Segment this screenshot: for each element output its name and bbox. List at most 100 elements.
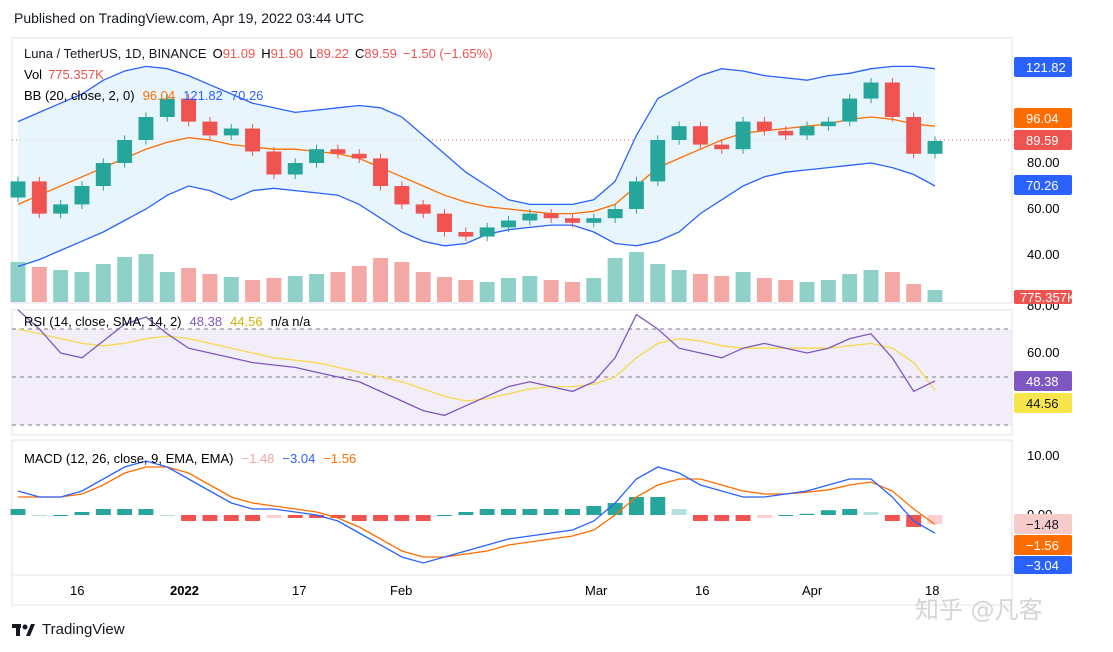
volume-bar: [586, 278, 602, 302]
time-axis[interactable]: [11, 574, 1013, 606]
volume-bar: [415, 272, 431, 302]
candle-body: [117, 140, 133, 163]
badge-volume: [1014, 290, 1072, 304]
macd-pane[interactable]: [11, 439, 1013, 576]
price-tick-40: 40.00: [1027, 247, 1060, 262]
legend-ohlc: Luna / TetherUS, 1D, BINANCE O91.09 H91.90…: [24, 46, 493, 61]
macd-hist-bar: [245, 515, 261, 521]
macd-hist-bar: [820, 510, 836, 515]
legend-rsi-ma: 44.56: [230, 314, 263, 329]
candle-body: [735, 121, 751, 150]
volume-bar: [287, 276, 303, 302]
legend-macd-signal: −1.56: [323, 451, 356, 466]
macd-hist-bar: [458, 512, 474, 515]
bb-band-fill: [18, 66, 935, 267]
candle-body: [95, 163, 111, 186]
bb-basis-line: [17, 116, 936, 215]
volume-bar: [692, 274, 708, 302]
candle-body: [671, 126, 687, 140]
candle-body: [181, 98, 197, 122]
legend-macd-label: MACD (12, 26, close, 9, EMA, EMA): [24, 451, 234, 466]
macd-hist-bar: [479, 509, 495, 515]
volume-bar: [735, 272, 751, 302]
volume-bar: [159, 272, 175, 302]
volume-bar: [394, 262, 410, 302]
legend-l-label: L: [309, 46, 316, 61]
volume-bar: [543, 280, 559, 302]
volume-bar: [437, 277, 452, 302]
macd-hist-bar: [863, 512, 879, 515]
macd-hist-bar: [117, 509, 133, 515]
price-tick-80: 80.00: [1027, 155, 1060, 170]
candle-body: [266, 151, 282, 175]
volume-bar: [799, 282, 815, 302]
volume-bar: [927, 290, 943, 302]
badge-close: [1014, 130, 1072, 150]
footer: TradingView: [12, 621, 125, 638]
rsi-line: [17, 309, 936, 417]
macd-hist-bar: [437, 515, 452, 516]
volume-bar: [74, 272, 90, 302]
legend-macd-line: −3.04: [282, 451, 315, 466]
volume-bar: [31, 267, 47, 302]
volume-bar: [223, 277, 239, 302]
macd-hist-bar: [266, 515, 282, 518]
rsi-lines: [17, 309, 936, 417]
candle-body: [245, 128, 261, 152]
volume-bar: [373, 258, 388, 302]
badge-macd-line: [1014, 556, 1072, 574]
candle-body: [692, 126, 708, 145]
badge-close-text: 89.59: [1026, 133, 1059, 148]
time-tick-mar: Mar: [585, 583, 608, 598]
macd-hist-bar: [842, 509, 858, 515]
macd-hist-bar: [159, 515, 175, 516]
macd-hist-bar: [714, 515, 730, 521]
volume-bar: [138, 254, 154, 302]
volume-bar: [117, 257, 133, 302]
candle-body: [159, 98, 175, 117]
badge-rsi-ma-text: 44.56: [1026, 396, 1059, 411]
time-tick-18: 18: [925, 583, 939, 598]
legend-o-value: 91.09: [223, 46, 256, 61]
volume-bar: [906, 284, 922, 302]
volume-bar: [202, 274, 218, 302]
bb-upper-line: [17, 65, 936, 206]
legend-bb-basis: 96.04: [143, 88, 176, 103]
candle-body: [74, 186, 90, 205]
legend-c-label: C: [355, 46, 364, 61]
candle-body: [650, 140, 666, 182]
badge-macd-hist: [1014, 514, 1072, 534]
macd-hist-bar: [394, 515, 410, 521]
macd-hist-bar: [351, 515, 367, 521]
legend-l-value: 89.22: [316, 46, 349, 61]
published-header: Published on TradingView.com, Apr 19, 20…: [14, 10, 364, 26]
legend-c-value: 89.59: [364, 46, 397, 61]
legend-bb-upper: 121.82: [183, 88, 223, 103]
legend-change: −1.50 (−1.65%): [403, 46, 493, 61]
macd-hist-bar: [671, 509, 687, 515]
candle-body: [586, 218, 602, 223]
candle-body: [799, 126, 815, 136]
macd-line: [17, 460, 936, 564]
badge-bb-upper-text: 121.82: [1026, 60, 1066, 75]
candle-body: [714, 144, 730, 150]
volume-bar: [650, 264, 666, 302]
badge-bb-upper: [1014, 57, 1072, 77]
candle-body: [10, 181, 26, 198]
macd-hist-bar: [586, 506, 602, 515]
candle-body: [628, 181, 644, 209]
badge-volume-text: 775.357K: [1020, 290, 1076, 305]
badge-rsi: [1014, 371, 1072, 391]
candle-body: [351, 153, 367, 159]
candle-body: [927, 140, 943, 154]
legend-bb-label: BB (20, close, 2, 0): [24, 88, 135, 103]
macd-tick-10: 10.00: [1027, 448, 1060, 463]
candle-body: [607, 209, 623, 219]
macd-hist-bar: [181, 515, 197, 521]
tradingview-logo-icon: [12, 623, 35, 636]
candle-body: [394, 186, 410, 205]
candle-body: [53, 204, 69, 214]
candle-body: [842, 98, 858, 122]
bb-lower-line: [17, 162, 936, 268]
